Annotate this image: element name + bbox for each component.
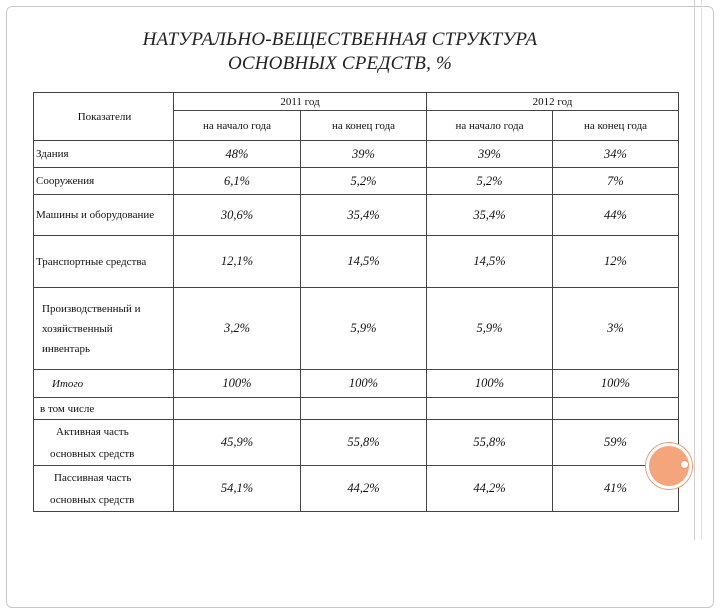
label-line: Активная часть (56, 425, 129, 438)
table-cell: 12% (552, 235, 680, 288)
table-cell: 14,5% (299, 235, 428, 288)
table-cell: 12,1% (173, 235, 301, 288)
table-row: Транспортные средства 12,1% 14,5% 14,5% … (33, 235, 680, 288)
header-start-2012: на начало года (426, 110, 554, 141)
decor-line (694, 0, 695, 540)
table-cell: 34% (552, 140, 680, 168)
table-cell: 44,2% (299, 465, 428, 512)
label-line: Пассивная часть (54, 471, 132, 484)
table-row: Сооружения 6,1% 5,2% 5,2% 7% (33, 167, 680, 195)
table-cell: 5,9% (299, 287, 428, 370)
label-line: инвентарь (42, 342, 91, 355)
title-line-2: ОСНОВНЫХ СРЕДСТВ, % (227, 53, 453, 74)
table-row: Машины и оборудование 30,6% 35,4% 35,4% … (33, 194, 680, 236)
structure-table: Показатели 2011 год 2012 год на начало г… (33, 92, 680, 512)
row-label-passive: Пассивная часть основных средств (33, 465, 174, 512)
decor-dot (680, 460, 689, 469)
table-cell: 100% (173, 369, 301, 398)
header-end-2011: на конец года (299, 110, 428, 141)
label-line: Производственный и (42, 302, 141, 315)
header-indicators: Показатели (33, 92, 174, 141)
table-cell: 39% (299, 140, 428, 168)
table-row: Пассивная часть основных средств 54,1% 4… (33, 465, 680, 512)
table-cell (173, 397, 301, 420)
row-label-structures: Сооружения (33, 167, 174, 195)
title-line-1: НАТУРАЛЬНО-ВЕЩЕСТВЕННАЯ СТРУКТУРА (142, 29, 538, 50)
including-label: в том числе (40, 402, 95, 415)
table-row: Итого 100% 100% 100% 100% (33, 369, 680, 398)
table-cell: 35,4% (426, 194, 554, 236)
table-cell: 35,4% (299, 194, 428, 236)
header-start-2011: на начало года (173, 110, 301, 141)
slide-title: НАТУРАЛЬНО-ВЕЩЕСТВЕННАЯ СТРУКТУРА ОСНОВН… (60, 28, 620, 76)
table-cell: 14,5% (426, 235, 554, 288)
label-line: основных средств (50, 493, 135, 506)
table-cell: 39% (426, 140, 554, 168)
table-cell: 7% (552, 167, 680, 195)
row-label-buildings: Здания (33, 140, 174, 168)
table-cell: 54,1% (173, 465, 301, 512)
total-label: Итого (52, 377, 84, 390)
row-label-machinery: Машины и оборудование (33, 194, 174, 236)
table-row: Активная часть основных средств 45,9% 55… (33, 419, 680, 466)
header-end-2012: на конец года (552, 110, 680, 141)
row-label-transport: Транспортные средства (33, 235, 174, 288)
table-cell (426, 397, 554, 420)
table-cell: 44% (552, 194, 680, 236)
table-cell: 5,9% (426, 287, 554, 370)
table-cell: 55,8% (299, 419, 428, 466)
decor-line (701, 0, 702, 540)
header-year-2011: 2011 год (172, 92, 428, 111)
table-cell (299, 397, 428, 420)
row-label-including: в том числе (33, 397, 174, 420)
table-cell: 100% (552, 369, 680, 398)
table-cell: 3,2% (173, 287, 301, 370)
table-row: Производственный и хозяйственный инвента… (33, 287, 680, 370)
label-line: хозяйственный (42, 322, 113, 335)
row-label-active: Активная часть основных средств (33, 419, 174, 466)
table-cell: 55,8% (426, 419, 554, 466)
table-cell: 5,2% (299, 167, 428, 195)
table-row: в том числе (33, 397, 680, 420)
table-cell: 45,9% (173, 419, 301, 466)
table-cell: 6,1% (173, 167, 301, 195)
table-cell: 100% (299, 369, 428, 398)
table-cell (552, 397, 680, 420)
row-label-total: Итого (33, 369, 174, 398)
header-year-2012: 2012 год (426, 92, 680, 111)
row-label-inventory: Производственный и хозяйственный инвента… (33, 287, 174, 370)
table-cell: 44,2% (426, 465, 554, 512)
table-row: Здания 48% 39% 39% 34% (33, 140, 680, 168)
table-cell: 48% (173, 140, 301, 168)
table-cell: 100% (426, 369, 554, 398)
table-cell: 30,6% (173, 194, 301, 236)
table-cell: 3% (552, 287, 680, 370)
table-cell: 5,2% (426, 167, 554, 195)
label-line: основных средств (50, 447, 135, 460)
slide-decor-lines (694, 0, 720, 540)
